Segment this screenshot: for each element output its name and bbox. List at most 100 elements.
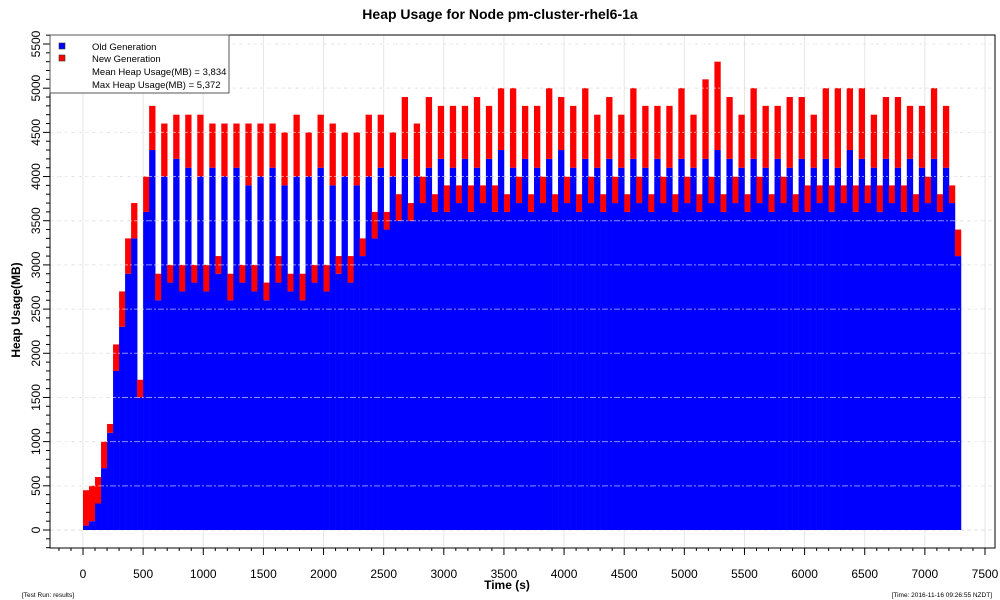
bar-old-generation [227, 300, 234, 530]
bar-new-generation [852, 185, 860, 212]
x-tick-label: 7000 [912, 567, 939, 581]
bar-old-generation [119, 326, 126, 530]
bar-old-generation [149, 150, 156, 530]
bar-old-generation [570, 167, 577, 530]
bar-new-generation [792, 194, 799, 212]
bar-old-generation [702, 158, 709, 530]
bar-new-generation [185, 114, 192, 168]
bar-new-generation [431, 194, 439, 212]
bar-old-generation [137, 397, 144, 530]
bar-old-generation [786, 167, 793, 530]
bar-old-generation [407, 220, 415, 530]
bar-old-generation [497, 150, 505, 530]
bar-new-generation [954, 229, 962, 257]
bar-new-generation [714, 61, 721, 151]
bar-new-generation [618, 114, 625, 168]
bar-old-generation [197, 176, 204, 530]
bar-new-generation [359, 238, 366, 257]
bar-old-generation [900, 211, 908, 530]
bar-new-generation [401, 97, 409, 159]
bar-new-generation [101, 441, 108, 469]
bar-old-generation [552, 211, 559, 530]
bar-old-generation [83, 525, 90, 530]
bar-new-generation [239, 264, 246, 283]
bar-old-generation [443, 211, 451, 530]
bar-new-generation [497, 88, 505, 151]
bar-new-generation [491, 185, 499, 212]
y-tick-label: 3000 [29, 251, 43, 278]
bar-new-generation [918, 105, 926, 168]
bar-new-generation [738, 114, 745, 168]
bar-new-generation [173, 114, 180, 159]
bar-new-generation [648, 194, 655, 212]
bar-new-generation [341, 132, 348, 177]
bar-old-generation [395, 220, 403, 530]
bar-new-generation [564, 176, 571, 204]
bar-old-generation [461, 158, 469, 530]
bar-old-generation [167, 282, 174, 530]
bar-new-generation [708, 176, 715, 204]
bar-new-generation [293, 114, 300, 177]
bar-old-generation [756, 203, 763, 530]
bar-new-generation [810, 114, 817, 168]
y-tick-label: 2500 [29, 295, 43, 322]
bar-old-generation [437, 158, 445, 530]
bar-old-generation [612, 203, 619, 530]
bar-new-generation [179, 264, 186, 292]
bar-old-generation [672, 211, 679, 530]
bar-old-generation [708, 203, 715, 530]
bar-old-generation [792, 211, 799, 530]
y-axis-label: Heap Usage(MB) [9, 262, 23, 357]
bar-old-generation [870, 167, 878, 530]
bar-new-generation [558, 97, 565, 151]
bar-new-generation [449, 105, 457, 168]
bar-new-generation [678, 88, 685, 159]
bar-old-generation [371, 238, 378, 530]
bar-old-generation [582, 158, 589, 530]
bar-old-generation [335, 273, 342, 530]
bar-new-generation [407, 203, 415, 221]
bar-new-generation [479, 185, 487, 204]
bar-new-generation [83, 490, 90, 526]
bar-old-generation [648, 211, 655, 530]
x-tick-label: 5500 [731, 567, 758, 581]
bar-old-generation [131, 238, 138, 530]
x-tick-label: 4500 [611, 567, 638, 581]
bar-old-generation [419, 203, 427, 530]
bar-old-generation [918, 167, 926, 530]
bar-old-generation [624, 211, 631, 530]
bar-old-generation [389, 176, 396, 530]
bar-old-generation [257, 176, 264, 530]
bar-old-generation [732, 203, 739, 530]
bar-old-generation [720, 211, 727, 530]
bar-old-generation [401, 158, 409, 530]
bar-new-generation [395, 194, 403, 221]
legend-max: Max Heap Usage(MB) = 5,372 [92, 80, 221, 91]
bar-old-generation [948, 203, 956, 530]
bar-new-generation [846, 88, 854, 151]
bar-new-generation [636, 176, 643, 204]
bar-new-generation [269, 123, 276, 168]
bar-old-generation [413, 176, 421, 530]
bar-old-generation [858, 158, 866, 530]
bar-new-generation [822, 88, 829, 159]
bar-old-generation [341, 176, 348, 530]
x-tick-label: 3500 [491, 567, 518, 581]
bar-new-generation [630, 88, 637, 159]
bar-new-generation [257, 123, 264, 177]
bar-new-generation [323, 264, 330, 292]
bar-old-generation [161, 176, 168, 530]
bar-old-generation [840, 203, 847, 530]
bar-old-generation [594, 167, 601, 530]
bar-new-generation [828, 185, 835, 212]
bar-new-generation [155, 273, 162, 301]
x-axis-label: Time (s) [484, 578, 530, 592]
bar-new-generation [876, 185, 884, 212]
bar-old-generation [239, 282, 246, 530]
y-tick-label: 3500 [29, 207, 43, 234]
bar-new-generation [95, 476, 102, 504]
bar-old-generation [954, 256, 962, 530]
bar-old-generation [642, 167, 649, 530]
bar-old-generation [774, 158, 781, 530]
